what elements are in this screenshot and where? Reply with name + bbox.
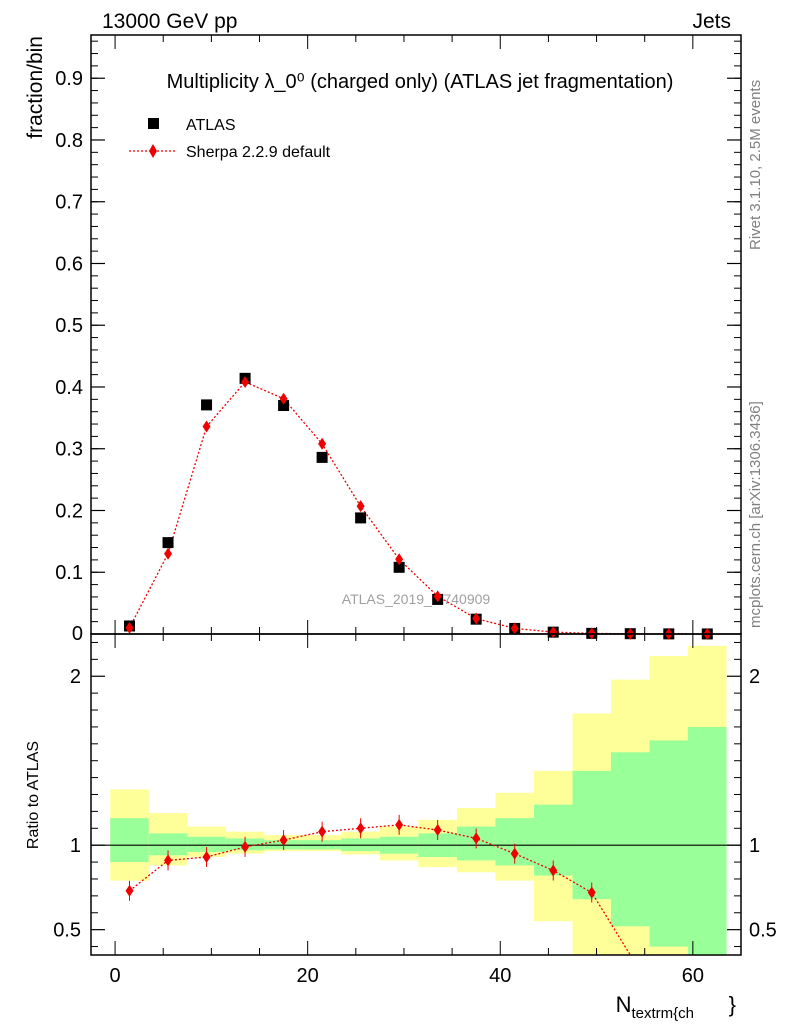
ratio-sherpa-point bbox=[472, 832, 481, 845]
mcplots-label: mcplots.cern.ch [arXiv:1306.3436] bbox=[747, 401, 764, 628]
main-title: Multiplicity λ_0⁰ (charged only) (ATLAS … bbox=[167, 71, 674, 93]
main-ytick-label: 0.1 bbox=[55, 562, 83, 584]
ratio-bands bbox=[110, 645, 727, 955]
ratio-sherpa-point bbox=[395, 818, 404, 831]
ratio-sherpa-point bbox=[241, 840, 250, 853]
band-inner bbox=[649, 740, 689, 947]
sherpa-point bbox=[510, 622, 519, 635]
x-axis-label-main: N bbox=[616, 992, 632, 1017]
ratio-ticks: 0.5 0.51 12 20 20 40 60 bbox=[53, 634, 777, 987]
ratio-xtick-label: 60 bbox=[682, 965, 704, 987]
energy-label: 13000 GeV pp bbox=[102, 10, 237, 33]
band-inner bbox=[572, 770, 611, 900]
ratio-plot-panel: 0.5 0.51 12 20 20 40 60 Ratio to ATLAS Ntextrm… bbox=[25, 633, 777, 1022]
atlas-point bbox=[355, 512, 367, 524]
ratio-sherpa-point bbox=[202, 851, 211, 864]
main-ticks: 0.1 0.2 0.3 0.4 0.5 0.6 0.7 0.8 0.9 0 bbox=[55, 35, 741, 645]
sherpa-point bbox=[356, 500, 365, 513]
main-ytick-label: 0.5 bbox=[55, 315, 83, 337]
ratio-ytick-label: 0.5 bbox=[53, 920, 81, 942]
main-ytick-label: 0.9 bbox=[55, 68, 83, 90]
band-inner bbox=[611, 752, 650, 927]
main-ytick-label: 0.4 bbox=[55, 377, 83, 399]
x-axis-label: Ntextrm{ch } bbox=[616, 992, 736, 1022]
main-plot-panel: 0.1 0.2 0.3 0.4 0.5 0.6 0.7 0.8 0.9 0 Multiplicit… bbox=[24, 34, 742, 645]
x-axis-label-sub: textrm{ch bbox=[631, 1005, 694, 1022]
ratio-ytick-label-right: 1 bbox=[749, 835, 760, 857]
sherpa-point bbox=[549, 626, 558, 639]
ratio-series bbox=[125, 814, 631, 956]
ratio-xtick-label: 0 bbox=[110, 965, 121, 987]
ratio-sherpa-point bbox=[356, 822, 365, 835]
ratio-sherpa-line bbox=[129, 824, 631, 956]
ratio-ytick-label-right: 0.5 bbox=[749, 920, 777, 942]
legend-sherpa-label: Sherpa 2.2.9 default bbox=[186, 144, 331, 161]
ratio-sherpa-point bbox=[125, 884, 134, 897]
ratio-sherpa-point bbox=[279, 834, 288, 847]
atlas-point bbox=[278, 400, 290, 412]
sherpa-point bbox=[241, 376, 250, 389]
main-ylabel: fraction/bin bbox=[24, 36, 47, 139]
ratio-sherpa-point bbox=[433, 823, 442, 836]
band-inner bbox=[110, 818, 149, 863]
sherpa-point bbox=[395, 553, 404, 566]
x-axis-label-tail: } bbox=[729, 992, 736, 1017]
ratio-sherpa-point bbox=[318, 825, 327, 838]
legend-atlas-label: ATLAS bbox=[186, 117, 236, 134]
process-label: Jets bbox=[692, 10, 731, 33]
atlas-point bbox=[316, 451, 328, 463]
rivet-label: Rivet 3.1.10, 2.5M events bbox=[747, 80, 764, 250]
main-ytick-label: 0.6 bbox=[55, 253, 83, 275]
sherpa-point bbox=[472, 612, 481, 625]
atlas-point bbox=[393, 561, 405, 573]
legend-atlas-marker bbox=[148, 118, 159, 129]
ratio-ytick-label-right: 2 bbox=[749, 666, 760, 688]
band-inner bbox=[148, 833, 188, 856]
main-ytick-label: 0.3 bbox=[55, 439, 83, 461]
main-ytick-label: 0.7 bbox=[55, 192, 83, 214]
atlas-point bbox=[201, 399, 213, 411]
ratio-sherpa-point bbox=[164, 854, 173, 867]
svg-text:Ntextrm{ch: Ntextrm{ch bbox=[616, 992, 694, 1022]
ratio-ylabel: Ratio to ATLAS bbox=[25, 741, 42, 849]
main-ytick-label: 0.8 bbox=[55, 130, 83, 152]
sherpa-point bbox=[433, 590, 442, 603]
sherpa-point bbox=[125, 621, 134, 634]
band-inner bbox=[187, 836, 226, 852]
ratio-ytick-label: 2 bbox=[70, 666, 81, 688]
watermark: ATLAS_2019_I1740909 bbox=[342, 591, 491, 607]
sherpa-point bbox=[202, 420, 211, 433]
legend-sherpa-marker bbox=[149, 144, 157, 158]
ratio-frame bbox=[90, 633, 742, 956]
sherpa-point bbox=[318, 437, 327, 450]
sherpa-point bbox=[164, 547, 173, 560]
legend: ATLAS Sherpa 2.2.9 default bbox=[129, 117, 331, 161]
ratio-xtick-label: 20 bbox=[297, 965, 319, 987]
atlas-point bbox=[162, 537, 174, 549]
ratio-sherpa-point bbox=[510, 847, 519, 860]
ratio-sherpa-point bbox=[549, 864, 558, 877]
main-ytick-label-zero: 0 bbox=[72, 623, 83, 645]
sherpa-point bbox=[279, 392, 288, 405]
main-ytick-label: 0.2 bbox=[55, 500, 83, 522]
ratio-xtick-label: 40 bbox=[489, 965, 511, 987]
band-inner bbox=[688, 726, 727, 955]
ratio-sherpa-point bbox=[587, 886, 596, 899]
ratio-ytick-label: 1 bbox=[70, 835, 81, 857]
